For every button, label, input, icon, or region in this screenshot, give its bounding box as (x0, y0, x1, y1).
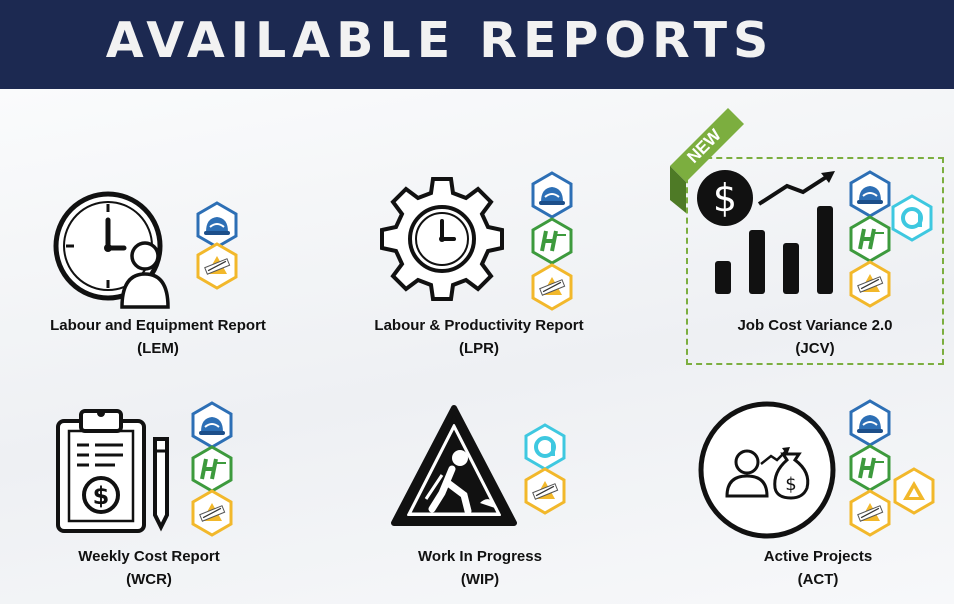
cyan-a-icon (524, 423, 566, 471)
clock-person-icon (53, 191, 170, 309)
report-code: (ACT) (797, 571, 839, 588)
dollar-growth-chart-icon: $ (697, 170, 835, 294)
new-ribbon: NEW (670, 108, 744, 213)
report-name: Weekly Cost Report (78, 548, 220, 565)
report-label-lem: Labour and Equipment Report (LEM) (28, 317, 288, 365)
yellow-software-icon (849, 260, 891, 308)
report-label-wip: Work In Progress (WIP) (380, 548, 580, 596)
blue-hard-hat-icon (531, 171, 573, 219)
construction-sign-icon (391, 405, 517, 526)
blue-hard-hat-icon (849, 170, 891, 218)
blue-hard-hat-icon (849, 399, 891, 447)
report-name: Labour & Productivity Report (374, 317, 584, 334)
blue-hard-hat-icon (196, 201, 238, 249)
green-hcss-icon (849, 215, 891, 263)
report-code: (LPR) (459, 340, 499, 357)
clipboard-dollar-icon: $ (56, 409, 169, 533)
report-label-wcr: Weekly Cost Report (WCR) (40, 548, 258, 596)
yellow-software-icon (196, 242, 238, 290)
report-label-lpr: Labour & Productivity Report (LPR) (350, 317, 608, 365)
yellow-software-icon (531, 263, 573, 311)
yellow-software-icon (524, 467, 566, 515)
report-name: Active Projects (763, 548, 873, 565)
report-name: Work In Progress (418, 548, 542, 565)
report-name: Job Cost Variance 2.0 (737, 317, 893, 334)
svg-text:$: $ (785, 474, 796, 495)
report-code: (LEM) (137, 340, 179, 357)
yellow-triangle-icon (893, 467, 935, 515)
header-banner: AVAILABLE REPORTS (0, 0, 954, 89)
report-code: (JCV) (795, 340, 835, 357)
cyan-a-icon (891, 194, 933, 242)
report-name: Labour and Equipment Report (50, 317, 266, 334)
yellow-software-icon (191, 489, 233, 537)
report-label-jcv: Job Cost Variance 2.0 (JCV) (688, 317, 942, 365)
report-label-act: Active Projects (ACT) (718, 548, 918, 596)
report-code: (WCR) (126, 571, 172, 588)
gear-clock-icon (380, 177, 504, 301)
person-money-icon: $ (698, 401, 836, 539)
blue-hard-hat-icon (191, 401, 233, 449)
green-hcss-icon (531, 217, 573, 265)
green-hcss-icon (849, 444, 891, 492)
svg-text:$: $ (93, 482, 110, 510)
svg-text:$: $ (713, 176, 737, 220)
green-hcss-icon (191, 445, 233, 493)
page-title: AVAILABLE REPORTS (105, 12, 775, 69)
new-highlight-border (686, 157, 944, 365)
report-code: (WIP) (460, 571, 500, 588)
yellow-software-icon (849, 489, 891, 537)
